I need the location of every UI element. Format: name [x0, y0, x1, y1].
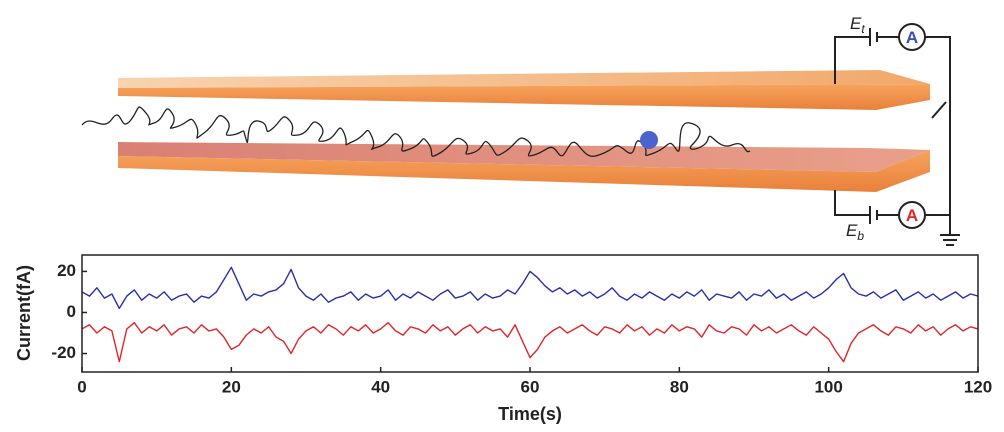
- circuit: [834, 23, 960, 246]
- meter-label: A: [906, 206, 918, 225]
- y-tick-label: -20: [51, 343, 76, 362]
- symbol: E: [846, 221, 858, 240]
- schematic: Et Eb A A: [81, 14, 960, 246]
- x-tick-label: 120: [964, 377, 992, 396]
- top-plate: [118, 70, 930, 88]
- x-tick-label: 60: [521, 377, 540, 396]
- y-tick-label: 0: [67, 302, 76, 321]
- symbol: E: [850, 14, 862, 33]
- x-tick-label: 0: [77, 377, 86, 396]
- y-tick-label: 20: [57, 261, 76, 280]
- subscript: t: [861, 22, 865, 36]
- x-axis-label: Time(s): [498, 404, 562, 424]
- subscript: b: [857, 229, 864, 243]
- bead: [640, 131, 658, 149]
- data-line: [81, 266, 979, 310]
- bottom-source-label: Eb: [846, 221, 864, 243]
- x-tick-label: 80: [670, 377, 689, 396]
- x-tick-label: 20: [222, 377, 241, 396]
- bottom-plate: [118, 142, 930, 172]
- data-line: [81, 322, 979, 363]
- y-axis-label: Current(fA): [14, 265, 34, 361]
- top-plate-front: [118, 84, 930, 110]
- x-tick-label: 100: [814, 377, 842, 396]
- bottom-plate-front: [118, 150, 930, 192]
- meter-label: A: [906, 28, 918, 47]
- x-tick-label: 40: [371, 377, 390, 396]
- top-source-label: Et: [850, 14, 865, 36]
